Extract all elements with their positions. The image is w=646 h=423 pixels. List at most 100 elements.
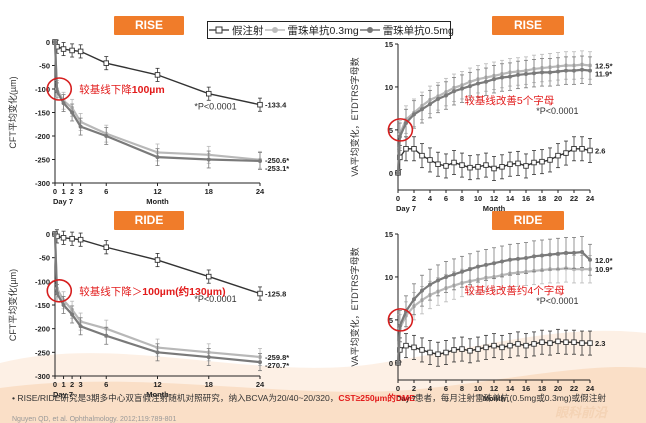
- data-point: [588, 68, 592, 73]
- data-point: [451, 159, 457, 166]
- x-tick-label: 12: [153, 187, 161, 196]
- legend-marker-sham: [209, 26, 229, 34]
- data-point: [435, 161, 441, 167]
- data-point: [484, 262, 488, 267]
- x-axis-label: Month: [483, 394, 506, 403]
- end-value-label: -253.1*: [265, 164, 289, 173]
- data-point: [572, 250, 576, 255]
- x-tick-label: 20: [554, 194, 562, 203]
- data-point: [78, 324, 83, 329]
- data-point: [205, 90, 212, 97]
- annotation-text-highlight: 100µm: [132, 84, 165, 96]
- data-point: [53, 40, 57, 44]
- data-point: [483, 344, 489, 351]
- footnote-source: Nguyen QD, et al. Ophthalmology. 2012;11…: [12, 416, 177, 423]
- data-point: [155, 155, 160, 160]
- data-point: [60, 235, 67, 241]
- pvalue-label: *P<0.0001: [536, 106, 578, 116]
- data-point: [548, 70, 552, 75]
- data-point: [420, 107, 424, 112]
- end-value-label: 12.5*: [595, 61, 613, 70]
- data-point: [403, 146, 409, 152]
- series-2: [53, 40, 262, 170]
- data-point: [523, 163, 529, 169]
- data-point: [419, 347, 425, 353]
- data-point: [579, 340, 585, 346]
- data-point: [443, 349, 449, 356]
- data-point: [420, 288, 424, 293]
- data-point: [60, 46, 67, 52]
- data-point: [467, 348, 473, 354]
- annotation-circle: [387, 308, 414, 332]
- data-point: [523, 342, 529, 349]
- data-point: [452, 272, 456, 277]
- data-point: [411, 146, 417, 152]
- data-point: [564, 68, 568, 73]
- data-point: [491, 165, 497, 172]
- y-tick-label: 10: [385, 273, 393, 282]
- x-tick-label: 2: [70, 380, 74, 389]
- data-point: [444, 93, 448, 98]
- x-tick-label: 0: [53, 380, 57, 389]
- x-tick-label: 14: [506, 384, 515, 393]
- end-value-label: -259.8*: [265, 353, 289, 362]
- data-point: [69, 235, 75, 242]
- data-point: [54, 89, 59, 94]
- data-point: [508, 74, 512, 79]
- x-tick-label: 16: [522, 194, 530, 203]
- y-tick-label: 0: [46, 230, 50, 239]
- data-point: [548, 252, 552, 257]
- legend-label-ranibizumab-03: 雷珠单抗0.3mg: [287, 24, 359, 37]
- x-tick-label: 24: [256, 380, 265, 389]
- x-tick-label: 10: [474, 194, 482, 203]
- data-point: [540, 253, 544, 258]
- end-value-label: 2.3: [595, 339, 605, 348]
- pvalue-label: *P<0.0001: [194, 102, 236, 112]
- data-point: [515, 341, 521, 347]
- data-point: [258, 158, 262, 163]
- series-0: [395, 328, 593, 367]
- end-value-label: 11.9*: [595, 69, 612, 78]
- x-tick-label: 3: [79, 380, 83, 389]
- x-tick-label: 12: [490, 384, 498, 393]
- data-point: [257, 101, 263, 108]
- data-point: [524, 256, 528, 261]
- data-point: [104, 134, 109, 138]
- y-tick-label: -250: [35, 156, 50, 165]
- x-tick-label: 8: [460, 194, 464, 203]
- annotation-text: 较基线改善5个字母: [464, 94, 554, 107]
- y-tick-label: -200: [35, 132, 50, 141]
- panel-title-ride-left: RIDE: [114, 211, 184, 230]
- x-tick-label: 24: [586, 194, 595, 203]
- data-point: [436, 278, 440, 283]
- x-extra-label-day7: Day 7: [53, 390, 73, 399]
- data-point: [555, 152, 561, 159]
- y-tick-label: 15: [385, 230, 393, 239]
- footnote-bullet: •: [12, 393, 16, 403]
- x-tick-label: 12: [490, 194, 498, 203]
- data-point: [103, 60, 109, 66]
- data-point: [428, 282, 432, 287]
- data-point: [206, 355, 211, 360]
- x-tick-label: 4: [428, 194, 433, 203]
- y-tick-label: 0: [389, 169, 393, 178]
- annotation-text-prefix: 较基线下降: [79, 83, 132, 96]
- data-point: [507, 161, 513, 167]
- end-value-label: 10.9*: [595, 265, 613, 274]
- legend-marker-ranibizumab-03: [264, 27, 285, 33]
- footnote-text-suffix: 患者，每月注射雷珠单抗(0.5mg或0.3mg)或假注射: [414, 393, 606, 403]
- data-point: [483, 162, 489, 168]
- data-point: [77, 48, 84, 55]
- y-tick-label: -150: [35, 109, 50, 118]
- data-point: [428, 102, 432, 107]
- end-value-label: 2.6: [595, 146, 605, 155]
- panel-title-rise-left: RISE: [114, 16, 184, 35]
- data-point: [499, 164, 505, 170]
- data-point: [69, 47, 75, 54]
- data-point: [492, 77, 496, 82]
- data-point: [435, 351, 441, 357]
- data-point: [460, 269, 464, 274]
- data-point: [154, 72, 161, 78]
- y-axis-label: VA平均变化，ETDTRS字母数: [349, 247, 360, 366]
